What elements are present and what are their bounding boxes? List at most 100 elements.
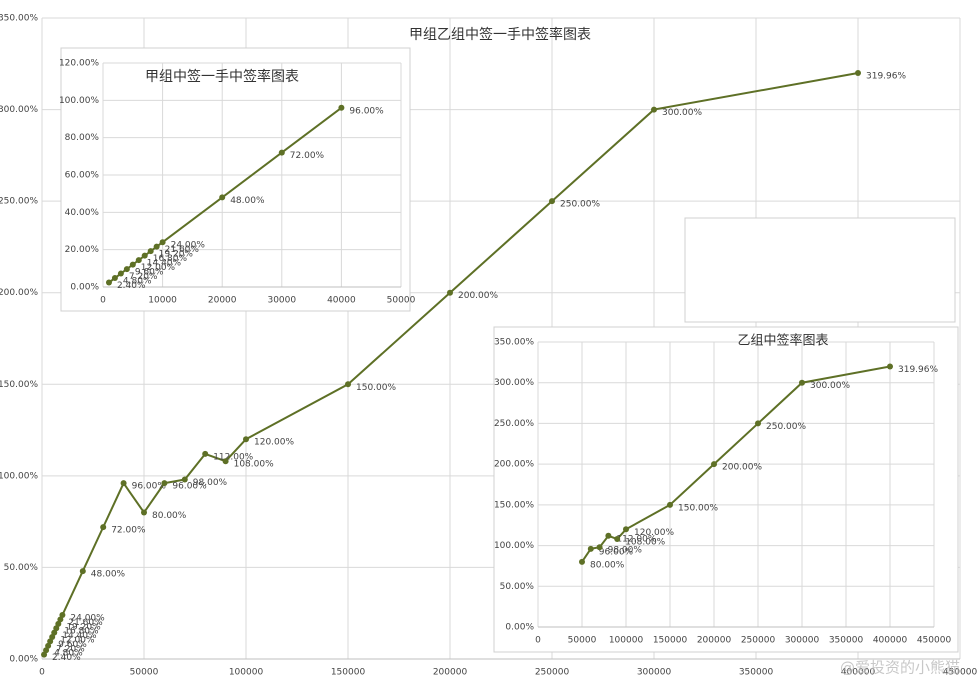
data-label: 300.00%: [662, 108, 702, 118]
data-point: [117, 270, 124, 277]
data-label: 98.00%: [608, 546, 643, 556]
data-label: 24.00%: [171, 241, 206, 251]
data-point: [120, 480, 127, 487]
data-label: 72.00%: [111, 526, 146, 536]
y-tick-label: 200.00%: [494, 460, 534, 470]
x-tick-label: 50000: [387, 296, 416, 306]
data-point: [105, 279, 112, 286]
data-point: [579, 558, 585, 565]
data-label: 96.00%: [132, 482, 167, 492]
data-point: [623, 526, 629, 533]
y-tick-label: 300.00%: [494, 378, 534, 388]
chart-title: 乙组中签率图表: [737, 333, 828, 349]
x-tick-label: 250000: [535, 668, 570, 678]
data-label: 319.96%: [898, 365, 938, 375]
data-point: [345, 381, 351, 388]
data-point: [338, 104, 345, 111]
data-point: [587, 545, 594, 552]
data-point: [651, 106, 657, 113]
x-tick-label: 400000: [841, 668, 876, 678]
data-point: [855, 70, 861, 77]
y-tick-label: 120.00%: [59, 59, 99, 69]
data-label: 98.00%: [193, 478, 228, 488]
data-label: 96.00%: [172, 482, 207, 492]
x-tick-label: 300000: [785, 636, 820, 646]
y-tick-label: 350.00%: [494, 338, 534, 348]
data-point: [219, 194, 226, 201]
x-tick-label: 0: [39, 668, 45, 678]
data-point: [605, 532, 612, 539]
y-tick-label: 250.00%: [494, 419, 534, 429]
x-tick-label: 30000: [267, 296, 296, 306]
y-tick-label: 100.00%: [0, 471, 38, 481]
y-tick-label: 100.00%: [494, 541, 534, 551]
data-label: 48.00%: [230, 196, 265, 206]
data-label: 2.40%: [117, 281, 146, 291]
data-label: 319.96%: [866, 72, 906, 82]
data-point: [141, 252, 148, 259]
y-tick-label: 40.00%: [65, 208, 100, 218]
data-label: 96.00%: [599, 547, 634, 557]
data-label: 150.00%: [678, 503, 718, 513]
data-point: [181, 476, 188, 483]
x-tick-label: 300000: [637, 668, 672, 678]
data-label: 19.20%: [66, 622, 101, 632]
data-point: [243, 436, 249, 443]
data-label: 250.00%: [766, 422, 806, 432]
data-point: [59, 612, 66, 619]
y-tick-label: 50.00%: [500, 582, 535, 592]
chart-title: 甲组乙组中签一手中签率图表: [409, 26, 591, 43]
empty-panel: [684, 217, 956, 323]
y-tick-label: 150.00%: [494, 500, 534, 510]
data-point: [153, 243, 160, 250]
y-tick-label: 150.00%: [0, 380, 38, 390]
x-tick-label: 0: [535, 636, 541, 646]
data-label: 21.60%: [165, 245, 200, 255]
y-tick-label: 350.00%: [0, 14, 38, 24]
data-point: [596, 544, 603, 551]
data-label: 4.80%: [123, 277, 152, 287]
x-tick-label: 450000: [943, 668, 977, 678]
data-point: [278, 149, 285, 156]
y-tick-label: 300.00%: [0, 105, 38, 115]
data-label: 21.60%: [68, 618, 103, 628]
data-label: 14.40%: [62, 631, 97, 641]
x-tick-label: 100000: [229, 668, 264, 678]
data-label: 16.80%: [64, 627, 99, 637]
data-label: 16.80%: [153, 254, 188, 264]
x-tick-label: 200000: [433, 668, 468, 678]
data-label: 4.80%: [54, 649, 83, 659]
y-tick-label: 80.00%: [65, 133, 100, 143]
watermark: @爱投资的小熊猫: [840, 659, 960, 677]
data-point: [711, 461, 717, 468]
data-point: [141, 509, 147, 516]
inset-panel: [60, 47, 411, 312]
data-label: 108.00%: [625, 538, 665, 548]
data-label: 12.00%: [60, 636, 95, 646]
x-tick-label: 350000: [829, 636, 864, 646]
data-point: [135, 257, 142, 264]
data-label: 12.00%: [141, 263, 176, 273]
x-tick-label: 10000: [148, 296, 177, 306]
y-tick-label: 0.00%: [9, 655, 38, 665]
data-point: [887, 363, 893, 370]
y-tick-label: 200.00%: [0, 288, 38, 298]
data-label: 72.00%: [290, 151, 325, 161]
data-point: [549, 198, 555, 205]
data-label: 9.60%: [58, 640, 87, 650]
data-point: [755, 420, 761, 427]
data-point: [100, 524, 107, 531]
data-point: [667, 501, 673, 508]
x-tick-label: 400000: [873, 636, 908, 646]
data-point: [202, 450, 209, 457]
data-label: 96.00%: [349, 106, 384, 116]
y-tick-label: 100.00%: [59, 96, 99, 106]
data-label: 250.00%: [560, 200, 600, 210]
data-label: 80.00%: [152, 511, 187, 521]
x-tick-label: 200000: [697, 636, 732, 646]
data-label: 120.00%: [254, 438, 294, 448]
x-tick-label: 40000: [327, 296, 356, 306]
data-label: 112.00%: [213, 452, 253, 462]
x-tick-label: 50000: [568, 636, 597, 646]
